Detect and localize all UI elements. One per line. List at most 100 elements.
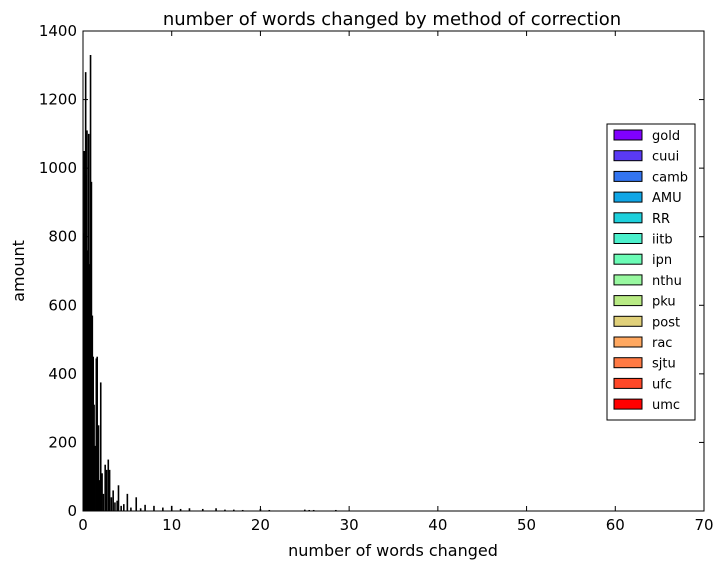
legend-swatch	[613, 212, 643, 224]
legend-label: ipn	[652, 253, 672, 268]
bar	[139, 508, 142, 511]
x-tick-label: 0	[78, 516, 88, 534]
x-tick-label: 20	[251, 516, 270, 534]
legend-swatch	[613, 357, 643, 369]
bar	[201, 508, 204, 511]
bar	[91, 315, 94, 511]
bar	[87, 250, 89, 511]
legend-label: camb	[652, 170, 688, 185]
bar	[86, 130, 88, 511]
y-tick-label: 800	[48, 228, 77, 246]
bar	[335, 509, 337, 511]
bar	[312, 509, 315, 511]
legend-swatch	[613, 150, 643, 162]
legend-label: sjtu	[652, 357, 676, 372]
bar	[94, 445, 96, 511]
legend-label: pku	[652, 295, 676, 310]
bar	[97, 425, 100, 511]
legend-label: gold	[652, 129, 680, 144]
bar	[162, 507, 164, 511]
bar	[104, 464, 106, 511]
legend-swatch	[613, 191, 643, 203]
bar	[93, 404, 95, 511]
bar	[117, 485, 120, 511]
bar	[102, 493, 105, 511]
x-tick-label: 70	[694, 516, 713, 534]
bar	[120, 505, 122, 511]
bar	[112, 490, 114, 511]
legend-swatch	[613, 398, 643, 410]
legend-swatch	[613, 274, 643, 286]
legend-swatch	[613, 233, 643, 244]
y-axis-label: amount	[9, 240, 28, 302]
y-tick-label: 1000	[39, 159, 77, 177]
bar	[303, 509, 306, 511]
bar	[130, 507, 132, 511]
legend-swatch	[613, 336, 643, 348]
bar	[98, 480, 101, 511]
legend-swatch	[613, 377, 643, 389]
bar	[215, 508, 217, 511]
bar	[224, 509, 226, 511]
bar	[268, 509, 271, 511]
bar	[179, 508, 182, 511]
bar	[126, 493, 129, 511]
bar	[85, 175, 87, 511]
bar	[144, 504, 146, 511]
x-tick-label: 10	[162, 516, 181, 534]
bar	[89, 55, 92, 511]
bar	[101, 473, 103, 511]
bar	[123, 504, 125, 511]
bar	[153, 505, 155, 511]
bar	[135, 497, 138, 511]
bar	[308, 509, 311, 511]
bar	[108, 469, 111, 511]
bar	[90, 181, 93, 512]
legend-swatch	[613, 170, 643, 182]
legend-label: ufc	[652, 377, 672, 392]
y-axis-ticks: 0 200 400 600 800 1000 1200 1400	[39, 22, 704, 520]
legend-label: cuui	[652, 150, 679, 165]
y-tick-label: 1200	[39, 91, 77, 109]
bar	[92, 356, 94, 511]
y-tick-label: 1400	[39, 22, 77, 40]
bar	[110, 497, 113, 511]
bar	[105, 469, 108, 511]
x-axis-ticks: 0 10 20 30 40 50 60 70	[78, 31, 714, 534]
bar	[116, 500, 118, 511]
bar	[241, 509, 244, 511]
legend: gold cuui camb AMU RR iitb ipn nthu pku post rac sj…	[606, 123, 696, 421]
x-tick-label: 40	[428, 516, 447, 534]
bar	[188, 508, 191, 511]
legend-box	[606, 123, 696, 421]
y-tick-label: 400	[48, 365, 77, 383]
legend-swatch	[613, 315, 643, 327]
legend-label: iitb	[652, 233, 673, 248]
bar	[99, 382, 102, 511]
legend-label: post	[652, 315, 680, 330]
bar	[96, 356, 98, 511]
legend-swatch	[613, 129, 643, 141]
legend-label: AMU	[652, 191, 682, 206]
chart-title: number of words changed by method of cor…	[163, 9, 621, 30]
x-tick-label: 30	[340, 516, 359, 534]
x-axis-label: number of words changed	[288, 541, 498, 560]
y-tick-label: 200	[48, 433, 77, 451]
y-tick-label: 600	[48, 296, 77, 314]
bar	[233, 509, 235, 511]
legend-swatch	[613, 253, 643, 265]
x-tick-label: 50	[517, 516, 536, 534]
plot-frame	[82, 30, 705, 512]
y-tick-label: 0	[67, 502, 77, 520]
bar	[88, 264, 91, 511]
bar-group	[82, 55, 337, 512]
legend-label: rac	[652, 336, 672, 351]
bar	[114, 502, 116, 511]
bar	[107, 459, 110, 511]
bar	[95, 358, 98, 511]
legend-label: RR	[652, 212, 670, 227]
bar	[87, 133, 90, 512]
x-tick-label: 60	[606, 516, 625, 534]
legend-swatch	[613, 295, 643, 307]
